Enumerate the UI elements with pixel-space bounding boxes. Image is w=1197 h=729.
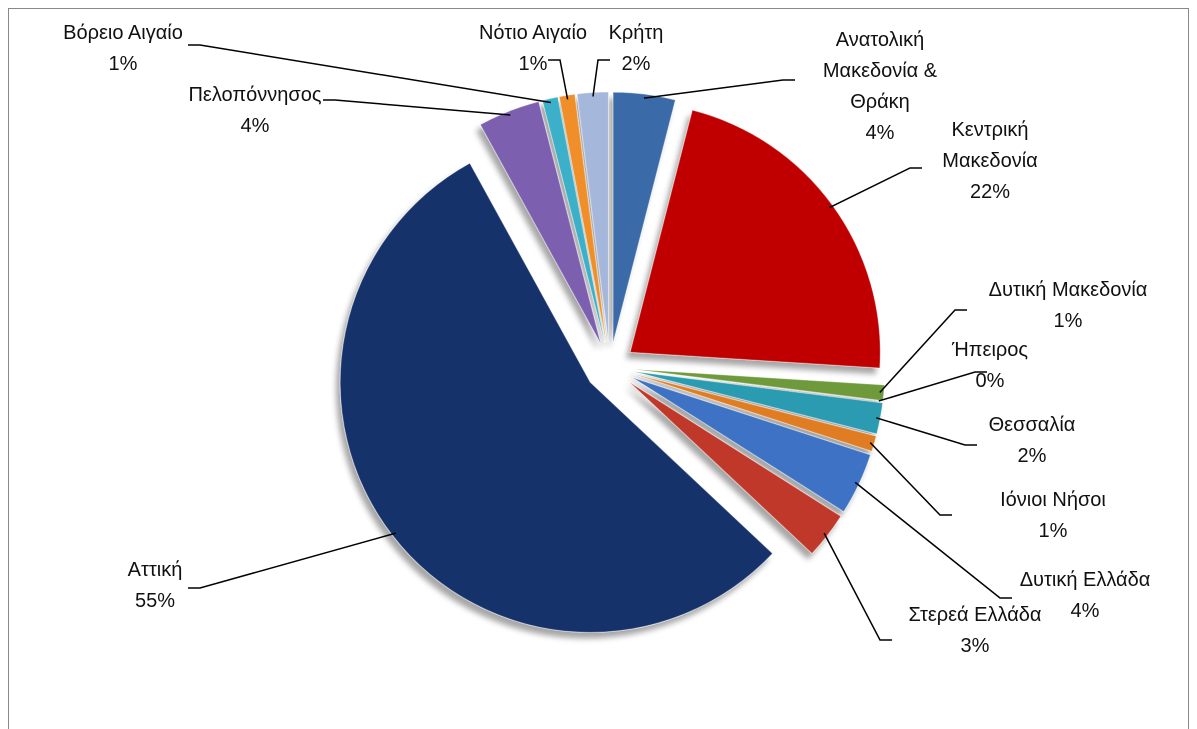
- pie-slice: [632, 377, 872, 513]
- category-label: Πελοπόννησος: [188, 84, 322, 106]
- data-label: Βόρειο Αιγαίο 1%: [38, 18, 208, 80]
- category-label: Ήπειρος: [951, 339, 1029, 361]
- value-label: 3%: [960, 635, 990, 657]
- leader-line: [869, 442, 952, 516]
- category-label: Δυτική Ελλάδα: [1019, 569, 1151, 591]
- data-label: Ανατολική Μακεδονία & Θράκη 4%: [805, 25, 955, 149]
- pie-slice: [612, 91, 676, 343]
- value-label: 2%: [621, 53, 651, 75]
- value-label: 4%: [1070, 600, 1100, 622]
- leader-line: [875, 417, 977, 446]
- pie-slice: [629, 381, 842, 555]
- category-label: Κρήτη: [608, 22, 664, 44]
- pie-slice: [633, 373, 877, 452]
- pie-slice: [634, 368, 885, 402]
- chart-border: [8, 8, 1189, 729]
- leader-line: [188, 532, 397, 589]
- leader-line: [828, 167, 922, 209]
- value-label: 4%: [865, 122, 895, 144]
- data-label: Νότιο Αιγαίο 1%: [453, 18, 613, 80]
- value-label: 1%: [108, 53, 138, 75]
- data-label: Δυτική Μακεδονία 1%: [953, 275, 1183, 337]
- value-label: 4%: [240, 115, 270, 137]
- category-label: Νότιο Αιγαίο: [478, 22, 588, 44]
- leader-line: [854, 481, 1012, 599]
- category-label: Κεντρική Μακεδονία: [942, 119, 1038, 172]
- value-label: 55%: [134, 590, 176, 612]
- pie: [339, 91, 885, 633]
- data-label: Δυτική Ελλάδα 4%: [995, 565, 1175, 627]
- category-label: Δυτική Μακεδονία: [988, 279, 1148, 301]
- leader-line: [188, 44, 552, 104]
- pie-slice: [339, 162, 774, 633]
- pie-slice: [479, 101, 602, 344]
- data-label: Κρήτη 2%: [596, 18, 676, 80]
- leader-line: [643, 79, 795, 99]
- value-label: 2%: [1017, 445, 1047, 467]
- category-label: Ιόνιοι Νήσοι: [1000, 489, 1106, 511]
- value-label: 1%: [1038, 520, 1068, 542]
- value-label: 0%: [975, 370, 1005, 392]
- data-label: Ήπειρος 0%: [930, 335, 1050, 397]
- data-label: Ιόνιοι Νήσοι 1%: [983, 485, 1123, 547]
- leader-line: [879, 309, 967, 394]
- leader-line: [592, 59, 610, 97]
- leader-line: [878, 371, 987, 402]
- leader-line: [548, 59, 569, 100]
- leader-line: [323, 99, 511, 116]
- data-label: Θεσσαλία 2%: [972, 410, 1092, 472]
- category-label: Ανατολική Μακεδονία & Θράκη: [822, 29, 938, 113]
- category-label: Βόρειο Αιγαίο: [63, 22, 183, 44]
- category-label: Θεσσαλία: [988, 414, 1076, 436]
- data-label: Πελοπόννησος 4%: [165, 80, 345, 142]
- value-label: 22%: [969, 181, 1011, 203]
- data-label: Στερεά Ελλάδα 3%: [880, 600, 1070, 662]
- category-label: Αττική: [127, 559, 183, 581]
- data-label: Αττική 55%: [95, 555, 215, 617]
- data-label: Κεντρική Μακεδονία 22%: [920, 115, 1060, 208]
- value-label: 1%: [518, 53, 548, 75]
- pie-slice: [576, 91, 609, 343]
- leader-line: [823, 532, 892, 641]
- value-label: 1%: [1053, 310, 1083, 332]
- category-label: Στερεά Ελλάδα: [908, 604, 1042, 626]
